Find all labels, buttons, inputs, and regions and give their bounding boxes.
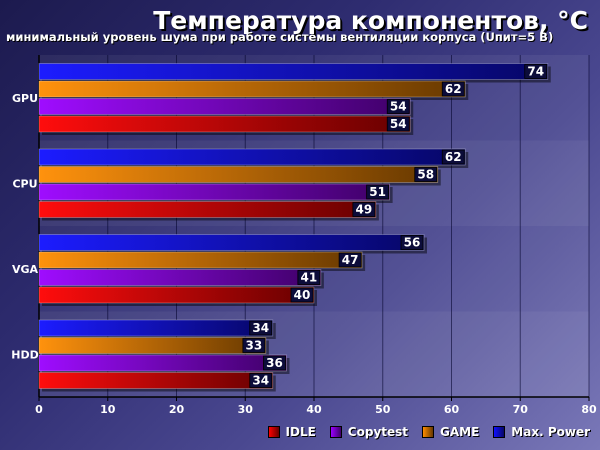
x-tick-label: 80: [581, 403, 597, 416]
bar: [38, 269, 322, 286]
legend-swatch: [329, 426, 342, 438]
bar: [38, 98, 411, 115]
data-label: 54: [390, 117, 407, 131]
bar: [38, 234, 425, 251]
category-label: VGA: [12, 263, 39, 276]
x-tick-label: 10: [100, 403, 116, 416]
chart-title: Температура компонентов, °С: [153, 6, 588, 35]
data-label-box: [400, 235, 424, 250]
category-label: CPU: [12, 177, 37, 190]
data-label: 33: [246, 339, 263, 353]
x-tick-label: 0: [35, 403, 43, 416]
data-label-box: [414, 167, 438, 182]
data-label-box: [352, 202, 376, 217]
legend-item: Copytest: [329, 425, 409, 439]
data-label: 49: [356, 203, 373, 217]
legend-swatch: [493, 426, 506, 438]
bar: [38, 201, 377, 218]
x-tick-label: 30: [238, 403, 254, 416]
x-tick-label: 70: [513, 403, 529, 416]
data-label-box: [263, 355, 286, 371]
data-label: 34: [252, 374, 269, 388]
data-label: 51: [369, 185, 386, 199]
data-label-box: [290, 287, 314, 303]
data-label-box: [386, 99, 410, 114]
legend-label: IDLE: [285, 425, 316, 439]
data-label: 74: [527, 65, 544, 79]
x-tick-label: 50: [375, 403, 391, 416]
data-label-box: [242, 338, 266, 353]
bar: [38, 354, 287, 372]
data-label: 62: [445, 150, 462, 164]
x-tick-label: 20: [169, 403, 185, 416]
category-label: GPU: [12, 92, 38, 105]
bar: [38, 319, 274, 337]
bar: [38, 183, 391, 201]
data-label-box: [441, 149, 465, 165]
data-label: 41: [301, 271, 318, 285]
chart-subtitle: минимальный уровень шума при работе сист…: [6, 30, 554, 44]
legend-item: IDLE: [267, 425, 316, 439]
bar: [38, 80, 466, 98]
x-tick-label: 60: [444, 403, 460, 416]
legend: IDLE Copytest GAME Max. Power: [267, 425, 590, 439]
x-tick-label: 40: [306, 403, 322, 416]
bar: [38, 63, 549, 80]
data-label-box: [386, 116, 410, 132]
data-label-box: [366, 184, 390, 200]
data-label: 36: [266, 356, 283, 370]
legend-swatch: [267, 426, 280, 438]
legend-label: GAME: [440, 425, 480, 439]
data-label-box: [249, 320, 273, 336]
legend-label: Max. Power: [511, 425, 590, 439]
bar: [38, 115, 411, 133]
data-label-box: [441, 81, 465, 97]
legend-item: GAME: [422, 425, 479, 439]
data-label: 34: [252, 321, 269, 335]
data-label: 62: [445, 82, 462, 96]
data-label: 47: [342, 253, 359, 267]
bar: [38, 337, 267, 354]
bar: [38, 148, 466, 166]
data-label: 54: [390, 100, 407, 114]
category-label: HDD: [11, 348, 38, 361]
bar: [38, 166, 439, 183]
data-label-box: [524, 64, 548, 79]
bar: [38, 251, 363, 269]
data-label: 40: [294, 288, 311, 302]
legend-swatch: [422, 426, 435, 438]
data-label-box: [249, 373, 273, 388]
data-label: 56: [404, 236, 421, 250]
legend-item: Max. Power: [493, 425, 590, 439]
bar: [38, 286, 315, 304]
legend-label: Copytest: [347, 425, 409, 439]
data-label: 58: [417, 168, 434, 182]
data-label-box: [338, 252, 362, 268]
data-label-box: [297, 270, 321, 285]
bar: [38, 372, 274, 389]
